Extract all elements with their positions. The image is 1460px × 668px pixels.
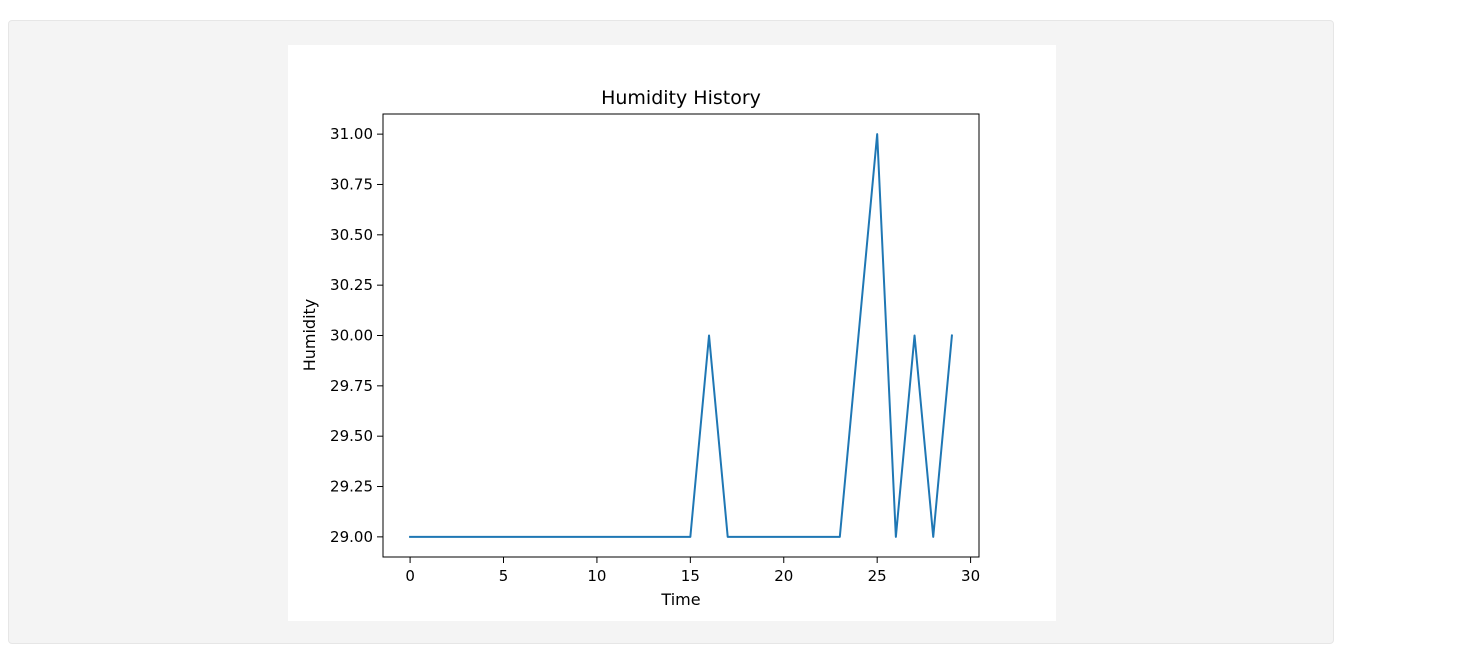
plot-frame [382,113,980,558]
y-tick-label: 31.00 [330,125,373,143]
x-tick-label: 5 [499,567,509,585]
y-tick-label: 29.75 [330,377,373,395]
x-tick-label: 25 [868,567,887,585]
y-tick-label: 29.00 [330,528,373,546]
x-tick-label: 10 [587,567,606,585]
y-tick-label: 30.75 [330,175,373,193]
x-tick-label: 20 [774,567,793,585]
y-axis-label: Humidity [300,299,319,372]
plot-area [383,114,979,557]
chart-figure: 0 5 10 15 20 25 30 29.00 29.25 29.50 29.75 30.00 30… [288,45,1056,621]
humidity-series-line [409,133,953,538]
y-tick-label: 30.25 [330,276,373,294]
chart-title: Humidity History [601,87,761,109]
x-axis-label: Time [660,590,700,609]
y-tick-label: 29.50 [330,427,373,445]
humidity-line-chart: 0 5 10 15 20 25 30 29.00 29.25 29.50 29.75 30.00 30… [300,87,980,609]
x-axis-ticks: 0 5 10 15 20 25 30 [405,557,980,585]
y-tick-label: 30.50 [330,226,373,244]
x-tick-label: 0 [405,567,415,585]
x-tick-label: 15 [681,567,700,585]
y-axis-ticks: 29.00 29.25 29.50 29.75 30.00 30.25 30.50 30.75… [330,125,383,546]
y-tick-label: 29.25 [330,478,373,496]
y-tick-label: 30.00 [330,327,373,345]
x-tick-label: 30 [961,567,980,585]
